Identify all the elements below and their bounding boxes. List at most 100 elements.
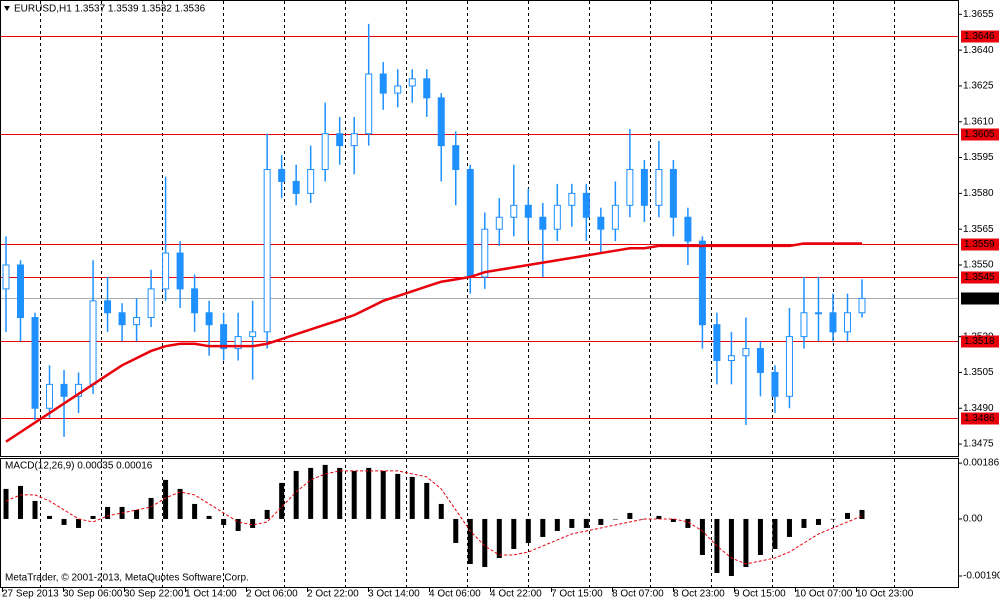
macd-bar [511, 518, 517, 549]
y-tick-label: 1.3595 [963, 152, 994, 163]
macd-bar [830, 518, 836, 520]
candle-body [539, 216, 547, 230]
last-price-label: 1.3536 [964, 293, 995, 304]
candle-body [655, 169, 663, 206]
macd-bar [569, 518, 575, 528]
macd-bar [293, 470, 299, 519]
macd-bar [859, 509, 865, 519]
level-label: 1.3559 [964, 239, 995, 250]
macd-bar [438, 503, 444, 519]
level-label: 1.3518 [964, 336, 995, 347]
y-tick-label: -0.00190 [963, 571, 1000, 582]
candle-body [394, 85, 402, 94]
macd-bar [453, 518, 459, 543]
candle-body [75, 383, 83, 397]
candle-body [46, 383, 54, 409]
macd-bar [482, 518, 488, 567]
macd-bar [540, 518, 546, 537]
candle-body [597, 216, 605, 230]
x-tick-label: 10 Oct 23:00 [856, 589, 914, 600]
candle-body [727, 355, 735, 362]
macd-bar [627, 512, 633, 519]
candle-body [118, 312, 126, 326]
x-tick-label: 30 Sep 22:00 [124, 589, 184, 600]
candle-body [437, 97, 445, 147]
candle-body [365, 73, 373, 135]
macd-bar [32, 500, 38, 519]
macd-bar [496, 518, 502, 558]
candle-body [17, 264, 25, 319]
candle-body [611, 204, 619, 230]
candle-body [423, 78, 431, 99]
macd-bar [163, 479, 169, 519]
macd-bar [366, 467, 372, 519]
macd-bar [670, 518, 676, 522]
macd-bar [786, 518, 792, 537]
macd-title: MACD(12,26,9) 0.00035 0.00016 [5, 461, 153, 472]
macd-bar [279, 482, 285, 519]
candle-body [350, 133, 358, 147]
macd-bar [90, 515, 96, 519]
macd-bar [525, 518, 531, 543]
x-tick-label: 10 Oct 07:00 [795, 589, 853, 600]
level-label-box [961, 412, 999, 425]
candle-body [147, 288, 155, 319]
candle-body [756, 348, 764, 373]
macd-bar [264, 509, 270, 519]
candle-body [814, 312, 822, 315]
candle-body [2, 264, 10, 290]
y-tick-label: 1.3505 [963, 367, 994, 378]
x-tick-label: 30 Sep 06:00 [63, 589, 123, 600]
level-label-box [961, 128, 999, 141]
macd-bar [598, 518, 604, 525]
macd-bar [148, 497, 154, 519]
candle-body [60, 383, 68, 397]
macd-bar [757, 518, 763, 555]
macd-bar [47, 515, 53, 519]
copyright: MetaTrader, © 2001-2013, MetaQuotes Soft… [5, 573, 249, 584]
y-tick-label: 0.00186 [963, 458, 1000, 469]
x-tick-label: 7 Oct 15:00 [551, 589, 603, 600]
candle-body [785, 336, 793, 397]
macd-bar [206, 515, 212, 519]
macd-bar [844, 512, 850, 519]
candle-body [626, 169, 634, 206]
candle-body [220, 324, 228, 350]
candle-body [524, 204, 532, 218]
candle-body [771, 371, 779, 397]
macd-bar [699, 518, 705, 555]
x-tick-label: 8 Oct 07:00 [612, 589, 664, 600]
candle-body [263, 169, 271, 333]
candle-body [829, 312, 837, 333]
candle-body [321, 133, 329, 171]
candle-body [292, 180, 300, 194]
candle-body [640, 169, 648, 206]
macd-bar [467, 518, 473, 564]
macd-bar [61, 518, 67, 525]
signal-line [5, 470, 863, 565]
macd-bar [395, 473, 401, 519]
macd-bar [322, 464, 328, 519]
candle-body [336, 133, 344, 147]
x-tick-label: 8 Oct 23:00 [673, 589, 725, 600]
macd-bar [554, 518, 560, 531]
candle-body [452, 145, 460, 171]
y-tick-label: 1.3490 [963, 403, 994, 414]
candle-body [481, 228, 489, 278]
x-tick-label: 9 Oct 15:00 [734, 589, 786, 600]
candle-body [858, 297, 866, 314]
candle-body [278, 169, 286, 182]
level-label-box [961, 335, 999, 348]
x-tick-label: 2 Oct 06:00 [246, 589, 298, 600]
macd-bar [235, 518, 241, 531]
level-label-box [961, 271, 999, 284]
macd-pane [0, 458, 959, 588]
candle-body [408, 78, 416, 87]
y-tick-label: 0.00 [963, 514, 983, 525]
macd-bar [583, 518, 589, 528]
macd-bar [3, 488, 9, 519]
macd-bar [815, 518, 821, 525]
menu-triangle[interactable] [4, 6, 10, 11]
candle-body [495, 216, 503, 230]
level-label: 1.3486 [964, 413, 995, 424]
